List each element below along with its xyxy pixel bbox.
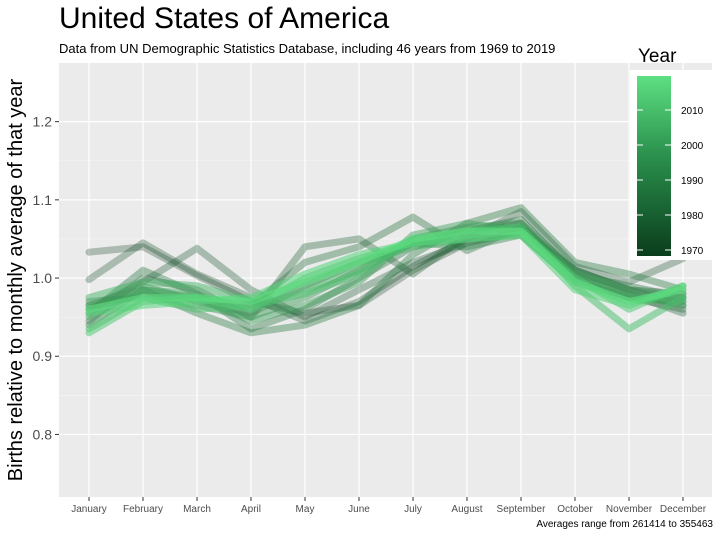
x-tick-label: November (606, 504, 653, 515)
y-tick-label: 0.9 (33, 348, 53, 364)
legend-label-1970: 1970 (681, 246, 704, 257)
x-tick-label: August (451, 504, 482, 515)
x-tick-label: December (660, 504, 707, 515)
minor-gridlines (59, 160, 712, 396)
series-lines (85, 204, 687, 337)
legend-title: Year (638, 46, 677, 67)
series-line (85, 215, 687, 333)
legend-ticks (637, 109, 671, 251)
x-tick-label: September (497, 504, 547, 515)
series-line (85, 227, 687, 321)
legend-label-1990: 1990 (681, 176, 704, 187)
legend-label-2010: 2010 (681, 106, 704, 117)
x-axis: January February March April May June July Augu… (71, 497, 707, 515)
chart-subtitle: Data from UN Demographic Statistics Data… (59, 41, 556, 56)
legend-label-2000: 2000 (681, 141, 704, 152)
x-tick-label: October (557, 504, 593, 515)
plot-panel (59, 63, 712, 497)
x-tick-label: January (71, 504, 107, 515)
chart-title: United States of America (59, 2, 390, 35)
series-line (85, 223, 687, 317)
x-tick-label: March (183, 504, 211, 515)
x-tick-label: February (123, 504, 163, 515)
y-tick-label: 1.2 (33, 114, 53, 130)
x-tick-label: July (404, 504, 422, 515)
chart-caption: Averages range from 261414 to 355463 (536, 519, 713, 530)
series-line (85, 208, 687, 325)
y-tick-label: 0.8 (33, 426, 53, 442)
x-tick-label: April (241, 504, 261, 515)
y-axis: 0.8 0.9 1.0 1.1 1.2 (33, 114, 59, 442)
series-line (85, 227, 687, 313)
y-axis-label: Births relative to monthly average of th… (5, 78, 27, 481)
legend-colorbar (637, 76, 671, 256)
y-tick-label: 1.1 (33, 192, 53, 208)
legend-label-1980: 1980 (681, 211, 704, 222)
y-tick-label: 1.0 (33, 270, 53, 286)
x-tick-label: June (348, 504, 370, 515)
x-tick-label: May (296, 504, 315, 515)
